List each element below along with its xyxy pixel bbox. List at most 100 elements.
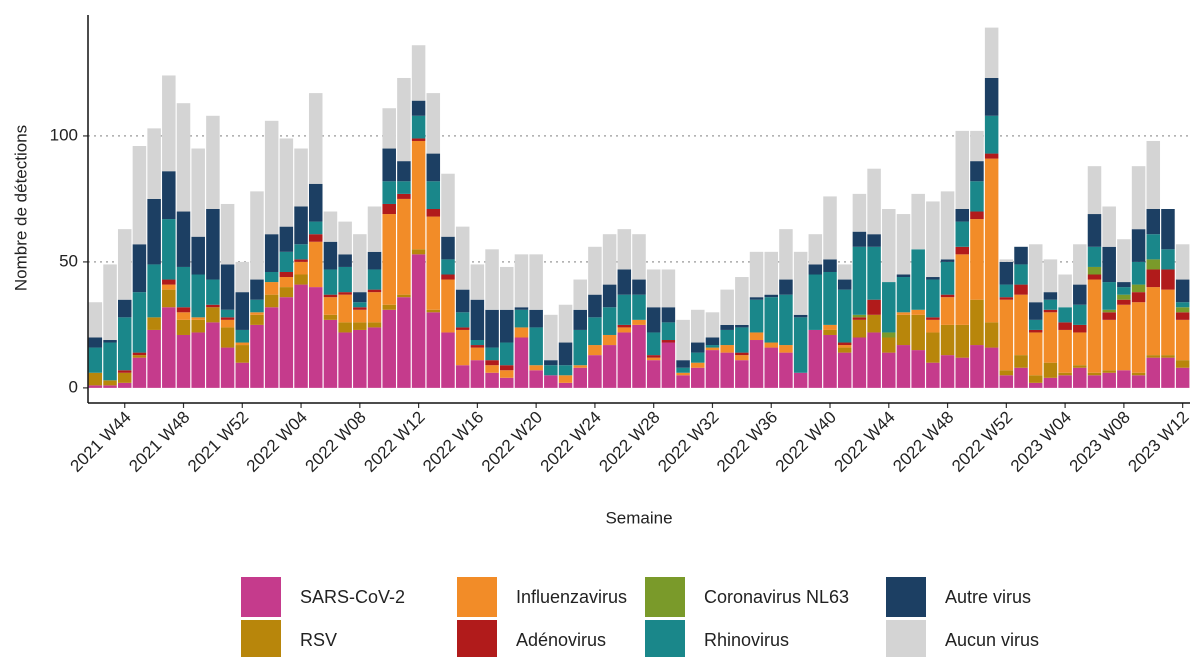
- bar-segment: [88, 347, 103, 373]
- bar-segment: [749, 251, 764, 298]
- x-tick-label: 2022 W48: [889, 408, 957, 476]
- bar-segment: [1043, 362, 1058, 378]
- bar-segment: [455, 365, 470, 388]
- bar-segment: [103, 380, 117, 386]
- bar-segment: [500, 365, 514, 371]
- bar-segment: [411, 115, 426, 139]
- bar-segment: [1058, 329, 1072, 373]
- bar-segment: [1014, 246, 1028, 265]
- bar-segment: [176, 211, 191, 267]
- bar-segment: [999, 259, 1014, 262]
- bar-segment: [558, 375, 573, 383]
- bar-segment: [206, 209, 220, 280]
- bar-segment: [338, 332, 352, 388]
- bar-segment: [220, 327, 235, 348]
- legend-swatch: [645, 577, 685, 617]
- bar-segment: [514, 337, 529, 388]
- bar-segment: [1146, 234, 1161, 260]
- bar-segment: [1102, 319, 1116, 371]
- bar-segment: [132, 292, 147, 353]
- bar-segment: [147, 198, 161, 265]
- legend-label: Adénovirus: [516, 630, 606, 650]
- bar-segment: [455, 329, 470, 366]
- bar-segment: [279, 226, 294, 252]
- bar-segment: [852, 319, 867, 338]
- bar-segment: [558, 304, 573, 343]
- bar-segment: [984, 153, 999, 159]
- bar-segment: [426, 309, 441, 313]
- bar-segment: [558, 342, 573, 366]
- bar-segment: [132, 146, 147, 245]
- bar-segment: [176, 334, 191, 388]
- bar-segment: [206, 304, 220, 308]
- bar-segment: [323, 319, 338, 388]
- bar-segment: [250, 191, 264, 280]
- bar-segment: [867, 246, 881, 300]
- bar-segment: [1073, 244, 1087, 285]
- bar-segment: [632, 324, 646, 388]
- bar-segment: [411, 254, 426, 388]
- bar-segment: [646, 269, 661, 308]
- bar-segment: [661, 322, 676, 341]
- bar-segment: [1161, 357, 1175, 388]
- bar-segment: [823, 334, 837, 388]
- bar-segment: [940, 191, 955, 260]
- bar-segment: [955, 324, 970, 358]
- bar-segment: [1161, 269, 1175, 290]
- bar-segment: [867, 314, 881, 333]
- bar-segment: [793, 317, 808, 373]
- bar-segment: [1028, 329, 1043, 333]
- bar-segment: [470, 360, 485, 388]
- bar-segment: [235, 342, 250, 346]
- bar-segment: [970, 299, 984, 346]
- bar-segment: [1028, 302, 1043, 320]
- bar-segment: [602, 284, 617, 308]
- bar-segment: [661, 342, 676, 388]
- bar-segment: [1087, 279, 1102, 373]
- bar-segment: [926, 279, 940, 318]
- legend-label: Aucun virus: [945, 630, 1039, 650]
- bar-segment: [206, 322, 220, 388]
- bar-segment: [705, 350, 720, 388]
- legend-label: Autre virus: [945, 587, 1031, 607]
- bar-segment: [837, 345, 852, 348]
- bar-segment: [176, 307, 191, 313]
- bar-segment: [617, 324, 632, 328]
- bar-segment: [837, 352, 852, 388]
- bar-segment: [103, 264, 117, 341]
- bar-segment: [338, 221, 352, 255]
- bar-segment: [632, 294, 646, 320]
- bar-segment: [250, 279, 264, 300]
- bar-segment: [338, 322, 352, 333]
- bar-segment: [1058, 322, 1072, 330]
- bar-segment: [411, 100, 426, 116]
- bar-segment: [470, 345, 485, 348]
- bar-segment: [1028, 319, 1043, 330]
- bar-segment: [852, 193, 867, 232]
- bar-segment: [632, 234, 646, 280]
- legend-swatch: [645, 620, 685, 660]
- bar-segment: [852, 317, 867, 320]
- bar-segment: [455, 312, 470, 328]
- bar-segment: [1131, 372, 1146, 376]
- bar-segment: [162, 171, 176, 220]
- bar-segment: [353, 302, 367, 308]
- bar-segment: [353, 307, 367, 310]
- bar-segment: [117, 370, 132, 373]
- bar-segment: [117, 317, 132, 371]
- bar-segment: [470, 264, 485, 300]
- bar-segment: [1175, 279, 1190, 303]
- bar-segment: [1073, 324, 1087, 333]
- bar-segment: [1028, 244, 1043, 303]
- bar-segment: [764, 347, 778, 388]
- bar-segment: [220, 203, 235, 265]
- bar-segment: [529, 309, 543, 328]
- bar-segment: [294, 244, 308, 260]
- bar-segment: [720, 324, 734, 330]
- bar-segment: [867, 299, 881, 315]
- bar-segment: [823, 324, 837, 330]
- bar-segment: [470, 299, 485, 341]
- x-tick-label: 2022 W40: [772, 408, 840, 476]
- bar-segment: [617, 269, 632, 295]
- bar-segment: [294, 206, 308, 245]
